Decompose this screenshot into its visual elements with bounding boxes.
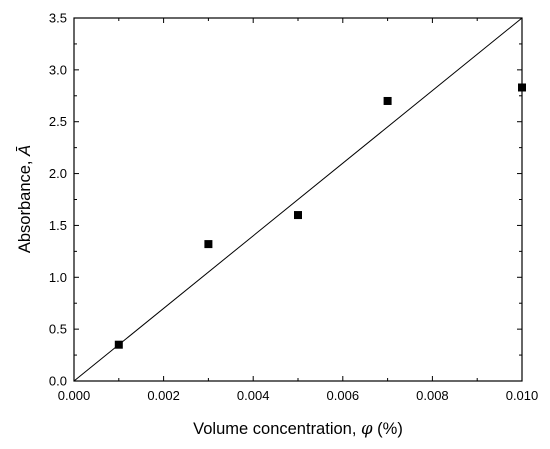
y-tick-label: 1.5: [49, 218, 67, 233]
x-axis-title-symbol: φ: [361, 419, 373, 438]
data-point: [294, 211, 302, 220]
x-tick-label: 0.006: [327, 388, 360, 403]
data-point: [114, 340, 123, 349]
y-tick-label: 0.5: [49, 322, 67, 337]
x-axis-title-text: Volume concentration,: [193, 420, 361, 438]
data-point: [383, 96, 392, 105]
fit-line-path: [73, 17, 523, 382]
y-tick-label: 2.5: [49, 114, 67, 129]
x-tick-label: 0.002: [147, 388, 180, 403]
x-axis-title: Volume concentration, φ (%): [193, 419, 403, 438]
y-tick-label: 0.0: [49, 374, 67, 389]
data-point: [518, 83, 526, 92]
y-axis-title: Absorbance, Ā: [16, 145, 34, 253]
data-point: [204, 240, 213, 249]
x-tick-label: 0.004: [237, 388, 270, 403]
y-axis-title-symbol: Ā: [16, 145, 34, 157]
tick-labels: 0.000 0.002 0.004 0.006 0.008 0.010 0.0 0.5 1.0 1…: [49, 11, 538, 404]
y-tick-label: 2.0: [49, 166, 67, 181]
data-markers: [114, 83, 526, 349]
y-axis-title-text: Absorbance,: [16, 156, 34, 253]
x-tick-label: 0.008: [416, 388, 449, 403]
y-tick-label: 1.0: [49, 270, 67, 285]
y-tick-label: 3.5: [49, 11, 67, 26]
x-tick-label: 0.010: [506, 388, 539, 403]
x-axis-title-unit: (%): [373, 420, 403, 438]
y-tick-label: 3.0: [49, 62, 67, 77]
x-tick-label: 0.000: [58, 388, 91, 403]
axis-ticks: [73, 17, 523, 382]
fit-line: [73, 17, 523, 382]
